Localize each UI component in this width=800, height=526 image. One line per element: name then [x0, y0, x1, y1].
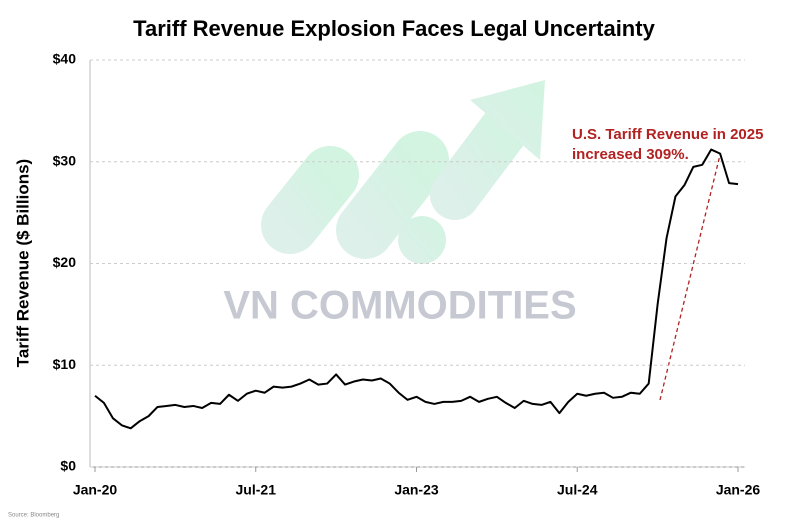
- y-tick-label: $10: [53, 356, 77, 372]
- y-axis-label: Tariff Revenue ($ Billions): [13, 159, 32, 367]
- y-tick-label: $0: [60, 458, 76, 474]
- watermark-text: VN COMMODITIES: [223, 284, 576, 328]
- x-tick-label: Jul-21: [236, 482, 277, 498]
- line: [94, 148, 739, 430]
- y-tick-label: $20: [53, 254, 77, 270]
- chart-title: Tariff Revenue Explosion Faces Legal Unc…: [133, 16, 655, 41]
- annotation: increased 309%.: [572, 146, 689, 163]
- x-tick-label: Jan-23: [394, 482, 439, 498]
- x-tick-label: Jul-24: [557, 482, 598, 498]
- x-tick-label: Jan-20: [73, 482, 118, 498]
- y-tick-label: $40: [53, 51, 77, 67]
- annotation: U.S. Tariff Revenue in 2025: [572, 126, 763, 143]
- watermark-graphic: [261, 80, 545, 264]
- annotation-line: [659, 154, 721, 401]
- y-tick-label: $30: [53, 152, 77, 168]
- source: Source: Bloomberg: [8, 513, 59, 519]
- x-tick-label: Jan-26: [716, 482, 761, 498]
